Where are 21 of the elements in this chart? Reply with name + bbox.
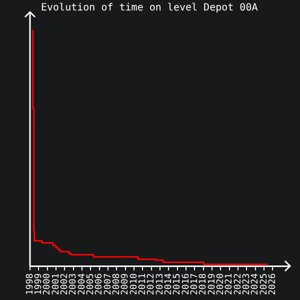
x-tick-label: 2024: [250, 273, 261, 296]
x-tick-label: 2003: [68, 273, 79, 296]
x-tick-label: 2015: [172, 273, 183, 296]
x-tick-label: 2009: [120, 273, 131, 296]
x-tick-label: 2001: [51, 273, 62, 296]
x-tick-label: 2025: [259, 273, 270, 296]
x-tick-label: 2010: [129, 273, 140, 296]
x-tick-label: 2026: [268, 273, 278, 296]
x-tick-label: 2016: [181, 273, 192, 296]
chart-title: Evolution of time on level Depot 00A: [41, 2, 258, 14]
x-tick-label: 1998: [25, 273, 36, 296]
x-tick-label: 2006: [94, 273, 105, 296]
x-tick-label: 2018: [198, 273, 209, 296]
x-tick-label: 2021: [224, 273, 235, 296]
x-tick-label: 2019: [207, 273, 218, 296]
x-tick-label: 2000: [42, 273, 53, 296]
x-tick-label: 2022: [233, 273, 244, 296]
x-tick-label: 2012: [146, 273, 157, 296]
x-tick-label: 2007: [103, 273, 114, 296]
x-tick-label: 2004: [77, 273, 88, 296]
x-tick-label: 2013: [155, 273, 166, 296]
